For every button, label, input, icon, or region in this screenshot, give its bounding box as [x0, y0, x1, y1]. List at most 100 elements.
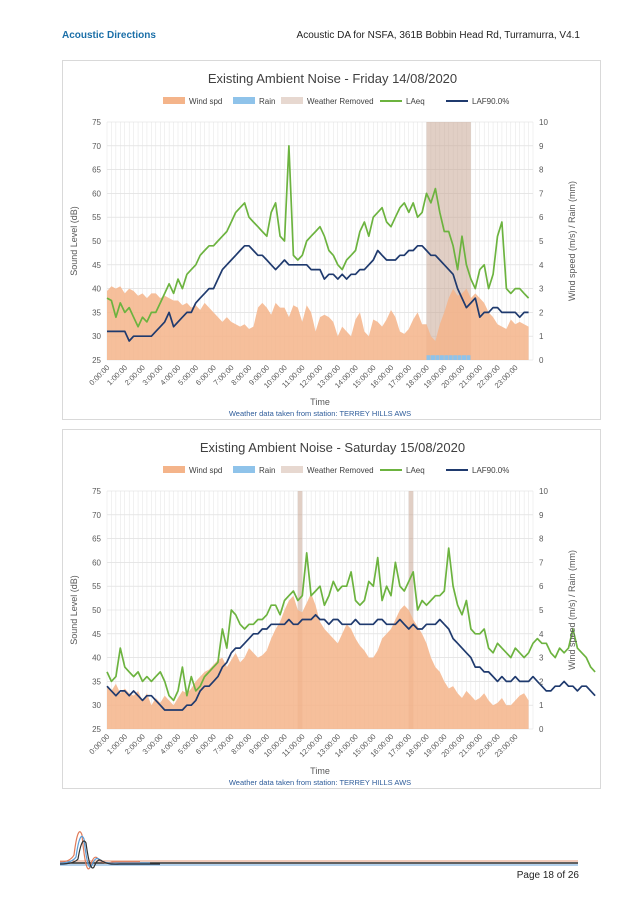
legend-item: LAF90.0% — [446, 97, 509, 106]
legend-label: LAeq — [406, 466, 425, 475]
y2-tick-label: 4 — [539, 630, 544, 639]
y-tick-label: 35 — [92, 308, 101, 317]
y2-tick-label: 0 — [539, 356, 544, 365]
y-tick-label: 40 — [92, 285, 101, 294]
y-tick-label: 60 — [92, 189, 101, 198]
chart-friday: Existing Ambient Noise - Friday 14/08/20… — [62, 60, 601, 420]
chart-saturday-svg: Existing Ambient Noise - Saturday 15/08/… — [69, 440, 596, 787]
y2-tick-label: 10 — [539, 118, 548, 127]
chart-title: Existing Ambient Noise - Saturday 15/08/… — [200, 440, 465, 455]
y2-tick-label: 2 — [539, 677, 544, 686]
legend-item: Wind spd — [163, 97, 222, 106]
y-tick-label: 55 — [92, 213, 101, 222]
y2-tick-label: 6 — [539, 213, 544, 222]
legend-item: LAeq — [380, 466, 425, 475]
y-tick-label: 45 — [92, 261, 101, 270]
y-tick-label: 35 — [92, 677, 101, 686]
legend-label: Wind spd — [189, 97, 222, 106]
legend-label: Wind spd — [189, 466, 222, 475]
legend-swatch — [163, 466, 185, 473]
y2-tick-label: 0 — [539, 725, 544, 734]
y2-tick-label: 8 — [539, 535, 544, 544]
y2-tick-label: 3 — [539, 285, 544, 294]
legend-swatch — [163, 97, 185, 104]
y2-tick-label: 1 — [539, 332, 544, 341]
y-tick-label: 70 — [92, 511, 101, 520]
y2-tick-label: 4 — [539, 261, 544, 270]
legend-label: Rain — [259, 466, 275, 475]
y-tick-label: 65 — [92, 535, 101, 544]
y2-tick-label: 2 — [539, 308, 544, 317]
legend-swatch — [233, 466, 255, 473]
y2-tick-label: 5 — [539, 606, 544, 615]
legend-item: Rain — [233, 466, 275, 475]
legend-item: LAF90.0% — [446, 466, 509, 475]
legend-item: Weather Removed — [281, 466, 374, 475]
x-axis-label: Time — [310, 397, 330, 407]
laeq-line — [106, 144, 530, 328]
rain-bar — [462, 355, 467, 360]
chart-title: Existing Ambient Noise - Friday 14/08/20… — [208, 71, 457, 86]
y-tick-label: 30 — [92, 701, 101, 710]
laf90-line — [107, 244, 529, 342]
page-footer: Page 18 of 26 — [0, 815, 637, 902]
wind-area — [107, 286, 529, 360]
legend-label: LAeq — [406, 97, 425, 106]
rain-bar — [439, 355, 444, 360]
legend-label: Rain — [259, 97, 275, 106]
y2-tick-label: 1 — [539, 701, 544, 710]
rain-bar — [444, 355, 449, 360]
waveform-logo — [59, 831, 578, 870]
y-tick-label: 30 — [92, 332, 101, 341]
wind-area — [107, 593, 529, 729]
y2-tick-label: 3 — [539, 654, 544, 663]
y-axis-label: Sound Level (dB) — [69, 206, 79, 276]
rain-bar — [448, 355, 453, 360]
y-tick-label: 70 — [92, 142, 101, 151]
document-title: Acoustic DA for NSFA, 361B Bobbin Head R… — [296, 30, 580, 41]
legend-item: Wind spd — [163, 466, 222, 475]
y-tick-label: 25 — [92, 725, 101, 734]
y-tick-label: 55 — [92, 582, 101, 591]
chart-saturday: Existing Ambient Noise - Saturday 15/08/… — [62, 429, 601, 789]
page-number: Page 18 of 26 — [516, 870, 579, 881]
y-tick-label: 50 — [92, 606, 101, 615]
x-axis-label: Time — [310, 766, 330, 776]
y2-tick-label: 7 — [539, 558, 544, 567]
y2-tick-label: 6 — [539, 582, 544, 591]
legend-item: Weather Removed — [281, 97, 374, 106]
y-tick-label: 40 — [92, 654, 101, 663]
rain-bar — [457, 355, 462, 360]
page-header: Acoustic Directions Acoustic DA for NSFA… — [0, 0, 637, 50]
weather-note: Weather data taken from station: TERREY … — [229, 409, 411, 418]
y-axis-label: Sound Level (dB) — [69, 575, 79, 645]
legend-swatch — [233, 97, 255, 104]
y-tick-label: 50 — [92, 237, 101, 246]
laf90-line — [106, 613, 596, 711]
legend-label: Weather Removed — [307, 97, 374, 106]
y-tick-label: 60 — [92, 558, 101, 567]
y2-tick-label: 8 — [539, 166, 544, 175]
y2-tick-label: 9 — [539, 142, 544, 151]
y2-tick-label: 10 — [539, 487, 548, 496]
y-tick-label: 45 — [92, 630, 101, 639]
legend-swatch — [281, 466, 303, 473]
y2-axis-label: Wind speed (m/s) / Rain (mm) — [567, 550, 577, 670]
y2-axis-label: Wind speed (m/s) / Rain (mm) — [567, 181, 577, 301]
y2-tick-label: 7 — [539, 189, 544, 198]
legend-swatch — [281, 97, 303, 104]
rain-bar — [426, 355, 431, 360]
y-tick-label: 75 — [92, 118, 101, 127]
rain-bar — [453, 355, 458, 360]
weather-note: Weather data taken from station: TERREY … — [229, 778, 411, 787]
laeq-line — [106, 547, 596, 702]
brand-name: Acoustic Directions — [62, 30, 156, 41]
legend-item: LAeq — [380, 97, 425, 106]
y2-tick-label: 5 — [539, 237, 544, 246]
legend-label: Weather Removed — [307, 466, 374, 475]
y-tick-label: 75 — [92, 487, 101, 496]
legend-label: LAF90.0% — [472, 466, 509, 475]
legend-item: Rain — [233, 97, 275, 106]
weather-removed-band — [408, 491, 414, 729]
chart-friday-svg: Existing Ambient Noise - Friday 14/08/20… — [69, 71, 577, 418]
